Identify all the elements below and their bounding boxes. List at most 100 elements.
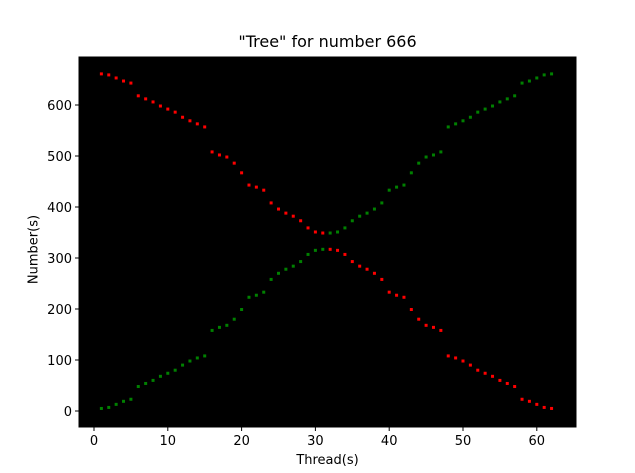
red-point: [498, 378, 502, 382]
green-point: [262, 290, 266, 294]
green-point: [114, 402, 118, 406]
green-point: [188, 359, 192, 363]
green-point: [476, 110, 480, 114]
green-point: [99, 406, 103, 410]
green-point: [321, 247, 325, 251]
x-tick-label: 60: [529, 434, 546, 449]
green-point: [498, 100, 502, 104]
green-point: [343, 226, 347, 230]
green-point: [358, 214, 362, 218]
green-point: [542, 73, 546, 77]
green-point: [372, 207, 376, 211]
red-point: [99, 72, 103, 76]
red-point: [181, 115, 185, 119]
green-point: [313, 248, 317, 252]
red-point: [365, 267, 369, 271]
green-point: [151, 378, 155, 382]
green-point: [395, 185, 399, 189]
green-point: [240, 308, 244, 312]
red-point: [107, 73, 111, 77]
green-point: [409, 171, 413, 175]
chart-title: "Tree" for number 666: [238, 32, 417, 51]
green-point: [210, 328, 214, 332]
green-point: [232, 317, 236, 321]
green-point: [350, 219, 354, 223]
red-point: [395, 293, 399, 297]
green-point: [491, 104, 495, 108]
red-point: [446, 354, 450, 358]
red-point: [468, 363, 472, 367]
red-point: [358, 264, 362, 268]
y-tick-label: 300: [47, 252, 72, 267]
green-point: [483, 107, 487, 111]
green-point: [461, 119, 465, 123]
green-point: [166, 371, 170, 375]
red-point: [343, 252, 347, 256]
green-point: [203, 354, 207, 358]
red-point: [195, 122, 199, 126]
green-point: [402, 183, 406, 187]
green-point: [136, 385, 140, 389]
plot-area: [78, 56, 577, 428]
red-point: [350, 260, 354, 264]
red-point: [461, 359, 465, 363]
green-point: [468, 115, 472, 119]
red-point: [321, 231, 325, 235]
red-point: [328, 247, 332, 251]
red-point: [313, 230, 317, 234]
red-point: [520, 397, 524, 401]
red-point: [454, 356, 458, 360]
green-point: [328, 231, 332, 235]
green-point: [527, 79, 531, 83]
green-point: [217, 325, 221, 329]
green-point: [284, 267, 288, 271]
red-point: [491, 374, 495, 378]
green-point: [520, 81, 524, 85]
green-point: [365, 211, 369, 215]
green-point: [299, 260, 303, 264]
red-point: [203, 125, 207, 129]
red-point: [151, 100, 155, 104]
x-tick-label: 20: [233, 434, 250, 449]
green-point: [505, 97, 509, 101]
y-tick-label: 200: [47, 303, 72, 318]
green-point: [107, 405, 111, 409]
red-point: [372, 271, 376, 275]
green-point: [247, 295, 251, 299]
red-point: [247, 183, 251, 187]
red-point: [380, 277, 384, 281]
red-point: [284, 211, 288, 215]
red-point: [269, 201, 273, 205]
red-point: [336, 248, 340, 252]
red-point: [542, 405, 546, 409]
green-point: [513, 94, 517, 98]
red-point: [173, 110, 177, 114]
red-point: [114, 76, 118, 80]
green-point: [291, 264, 295, 268]
red-point: [306, 226, 310, 230]
green-point: [173, 368, 177, 372]
red-point: [158, 104, 162, 108]
red-point: [387, 290, 391, 294]
red-point: [527, 399, 531, 403]
red-point: [225, 155, 229, 159]
green-point: [225, 323, 229, 327]
green-point: [336, 230, 340, 234]
green-point: [424, 155, 428, 159]
green-point: [195, 356, 199, 360]
red-point: [144, 97, 148, 101]
green-point: [454, 122, 458, 126]
green-point: [431, 153, 435, 157]
red-point: [483, 371, 487, 375]
red-point: [210, 150, 214, 154]
y-axis-label: Number(s): [26, 214, 42, 285]
red-point: [217, 153, 221, 157]
green-point: [446, 125, 450, 129]
x-tick-label: 40: [381, 434, 398, 449]
green-point: [417, 161, 421, 165]
red-point: [262, 188, 266, 192]
red-point: [277, 207, 280, 211]
green-point: [306, 252, 310, 256]
red-point: [409, 308, 413, 312]
